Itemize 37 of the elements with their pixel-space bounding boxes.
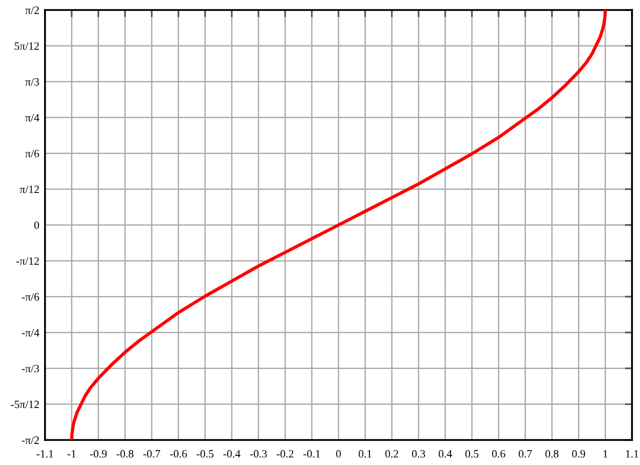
y-tick-label: π/6 (25, 150, 40, 158)
y-tick-label: π/3 (25, 78, 40, 86)
y-tick-label: 5π/12 (14, 42, 39, 50)
x-tick-label: 0.6 (492, 450, 506, 458)
y-tick-label: 0 (34, 221, 40, 229)
x-tick-label: -0.1 (303, 450, 320, 458)
y-tick-label: -π/6 (22, 293, 40, 301)
line-series (70, 10, 607, 440)
x-tick-label: -0.7 (143, 450, 160, 458)
x-tick-label: 0.9 (572, 450, 586, 458)
x-tick-label: -0.3 (250, 450, 267, 458)
x-tick-label: 0.2 (385, 450, 398, 458)
x-tick-label: -0.5 (196, 450, 214, 458)
y-tick-label: -5π/12 (10, 400, 39, 408)
x-tick-label: 0.4 (438, 450, 452, 458)
x-tick-label: -1 (67, 450, 76, 458)
y-tick-label: -π/3 (22, 364, 40, 372)
y-tick-label: π/2 (25, 6, 39, 14)
x-tick-label: -0.4 (223, 450, 240, 458)
y-tick-label: -π/4 (22, 329, 40, 336)
x-tick-label: 0.3 (412, 450, 426, 458)
x-tick-label: 1 (604, 450, 608, 458)
x-tick-label: 0.8 (545, 450, 558, 458)
y-tick-label: π/4 (25, 114, 40, 122)
y-tick-label: -π/2 (22, 436, 39, 444)
x-tick-label: 0.5 (465, 450, 478, 458)
y-tick-label: -π/12 (16, 257, 39, 265)
x-tick-label: -0.6 (170, 450, 187, 458)
x-tick-label: -0.9 (90, 450, 107, 458)
x-tick-label: 1.1 (626, 450, 638, 458)
y-tick-label: π/12 (20, 186, 39, 194)
x-tick-label: -0.8 (116, 450, 134, 458)
x-tick-label: 0 (336, 450, 341, 458)
x-tick-label: 0.7 (518, 450, 532, 458)
x-tick-label: -1.1 (36, 450, 54, 458)
x-tick-label: 0.1 (358, 450, 372, 458)
x-tick-label: -0.2 (276, 450, 294, 458)
